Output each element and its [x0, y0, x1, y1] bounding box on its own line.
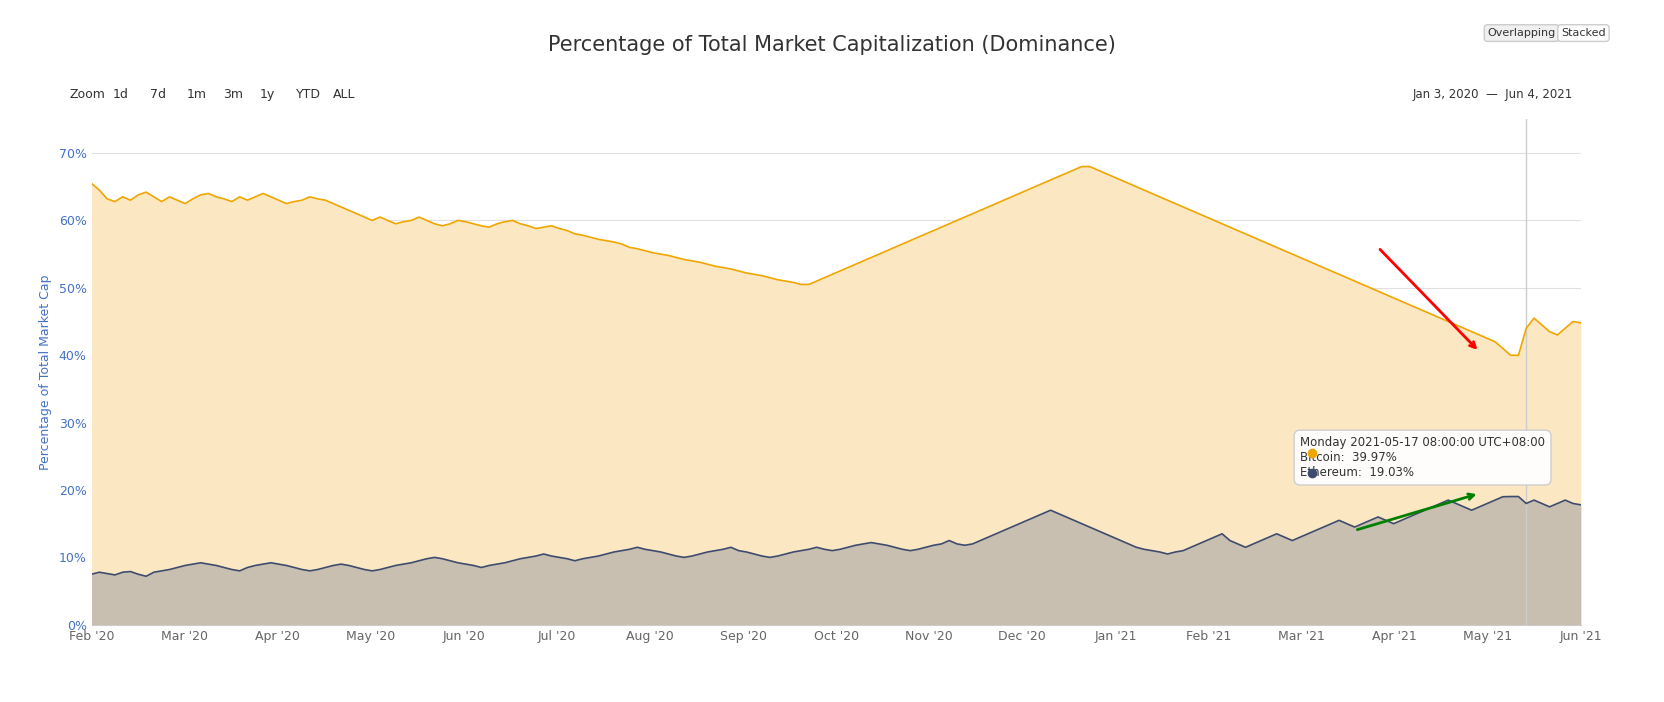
Text: Overlapping: Overlapping [1488, 28, 1556, 38]
Text: Monday 2021-05-17 08:00:00 UTC+08:00
Bitcoin:  39.97%
Ethereum:  19.03%: Monday 2021-05-17 08:00:00 UTC+08:00 Bit… [1300, 436, 1546, 479]
Text: YTD: YTD [296, 88, 321, 101]
Text: 7d: 7d [150, 88, 166, 101]
Text: Stacked: Stacked [1561, 28, 1606, 38]
Text: Percentage of Total Market Capitalization (Dominance): Percentage of Total Market Capitalizatio… [547, 35, 1117, 55]
Text: 1y: 1y [260, 88, 275, 101]
Text: 1m: 1m [186, 88, 206, 101]
Y-axis label: Percentage of Total Market Cap: Percentage of Total Market Cap [38, 274, 52, 470]
Text: Jan 3, 2020  —  Jun 4, 2021: Jan 3, 2020 — Jun 4, 2021 [1413, 88, 1572, 101]
Text: ALL: ALL [333, 88, 356, 101]
Text: 3m: 3m [223, 88, 243, 101]
Text: 1d: 1d [113, 88, 130, 101]
Text: Zoom: Zoom [70, 88, 106, 101]
